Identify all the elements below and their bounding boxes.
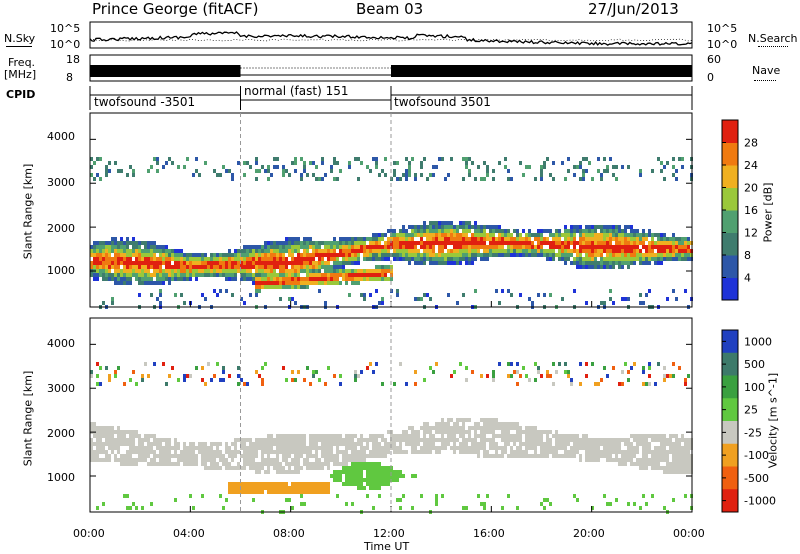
velocity-colorbar-ticklabel-2: 100 xyxy=(744,381,765,394)
velocity-colorbar-ticklabel-7: -1000 xyxy=(744,495,776,508)
nsearch-legend-line xyxy=(758,46,788,47)
freq-label: Freq. xyxy=(8,56,36,69)
nsky-label: N.Sky xyxy=(4,32,36,45)
nsky-strip-frame xyxy=(89,21,693,49)
power-colorbar-ticklabel-3: 16 xyxy=(744,204,758,217)
cpid-segment-2: normal (fast) 151 xyxy=(244,84,349,98)
nsearch-tick-bottom: 10^0 xyxy=(707,38,738,51)
xtick-4: 16:00 xyxy=(473,527,505,540)
velocity-colorbar-swatch-7 xyxy=(722,489,738,513)
nsky-tick-bottom: 10^0 xyxy=(50,38,81,51)
xtick-5: 20:00 xyxy=(573,527,605,540)
beam-title: Beam 03 xyxy=(356,0,424,18)
p1-ytick-1000: 1000 xyxy=(47,264,75,277)
velocity-colorbar-swatch-5 xyxy=(722,443,738,467)
power-colorbar-swatch-0 xyxy=(722,277,738,301)
power-colorbar-ticklabel-2: 12 xyxy=(744,227,758,240)
nave-tick-top: 60 xyxy=(707,53,721,66)
station-title: Prince George (fitACF) xyxy=(92,0,259,18)
velocity-colorbar-swatch-4 xyxy=(722,421,738,445)
freq-band-1 xyxy=(90,65,241,77)
power-colorbar-swatch-4 xyxy=(722,187,738,211)
p2-ytick-1000: 1000 xyxy=(47,471,75,484)
xtick-3: 12:00 xyxy=(373,527,405,540)
freq-tick-top: 18 xyxy=(66,53,80,66)
nave-legend-line xyxy=(754,80,776,81)
cpid-label: CPID xyxy=(6,88,36,101)
p2-ytick-4000: 4000 xyxy=(47,337,75,350)
velocity-colorbar-frame xyxy=(721,329,739,513)
power-colorbar-swatch-5 xyxy=(722,165,738,188)
velocity-colorbar-ticklabel-6: -500 xyxy=(744,472,769,485)
power-colorbar-ticklabel-6: 28 xyxy=(744,137,758,150)
cpid-segment-1: twofsound -3501 xyxy=(94,95,196,109)
date-title: 27/Jun/2013 xyxy=(588,0,679,18)
nsearch-label: N.Search xyxy=(748,32,798,45)
cpid-segment-3: twofsound 3501 xyxy=(394,95,491,109)
nave-label: Nave xyxy=(752,64,781,77)
power-colorbar-ticklabel-1: 8 xyxy=(744,249,751,262)
xtick-0: 00:00 xyxy=(73,527,105,540)
velocity-colorbar-swatch-2 xyxy=(722,375,738,399)
freq-unit-label: [MHz] xyxy=(4,68,37,81)
nsky-series xyxy=(89,31,693,46)
power-colorbar-ticklabel-4: 20 xyxy=(744,182,758,195)
velocity-colorbar-swatch-0 xyxy=(722,330,738,354)
nsky-tick-top: 10^5 xyxy=(50,22,81,35)
freq-band-2 xyxy=(391,65,692,77)
power-colorbar-swatch-1 xyxy=(722,255,738,278)
freq-tick-bottom: 8 xyxy=(66,71,73,84)
power-colorbar-ticklabel-0: 4 xyxy=(744,272,751,285)
velocity-colorbar-ticklabel-0: 1000 xyxy=(744,335,772,348)
velocity-colorbar-swatch-3 xyxy=(722,398,738,422)
xlabel: Time UT xyxy=(364,540,410,553)
xtick-1: 04:00 xyxy=(173,527,205,540)
nsky-legend-line xyxy=(6,46,32,47)
velocity-colorbar-ticklabel-1: 500 xyxy=(744,358,765,371)
nsearch-tick-top: 10^5 xyxy=(707,22,738,35)
nsearch-series xyxy=(89,38,693,42)
p2-ytick-2000: 2000 xyxy=(47,427,75,440)
p1-ytick-3000: 3000 xyxy=(47,176,75,189)
xtick-6: 00:00 xyxy=(673,527,705,540)
power-colorbar-swatch-6 xyxy=(722,142,738,166)
power-colorbar-swatch-3 xyxy=(722,210,738,233)
velocity-colorbar-swatch-6 xyxy=(722,466,738,490)
power-colorbar-swatch-2 xyxy=(722,232,738,256)
velocity-colorbar-ticklabel-3: 25 xyxy=(744,404,758,417)
p1-ytick-2000: 2000 xyxy=(47,222,75,235)
power-colorbar-ticklabel-5: 24 xyxy=(744,159,758,172)
p2-ytick-3000: 3000 xyxy=(47,382,75,395)
xtick-2: 08:00 xyxy=(273,527,305,540)
velocity-colorbar-ticklabel-5: -100 xyxy=(744,449,769,462)
velocity-colorbar-ticklabel-4: -25 xyxy=(744,426,762,439)
nave-tick-bottom: 0 xyxy=(707,71,714,84)
power-colorbar-swatch-7 xyxy=(722,120,738,143)
p1-ytick-4000: 4000 xyxy=(47,130,75,143)
velocity-colorbar-swatch-1 xyxy=(722,352,738,376)
